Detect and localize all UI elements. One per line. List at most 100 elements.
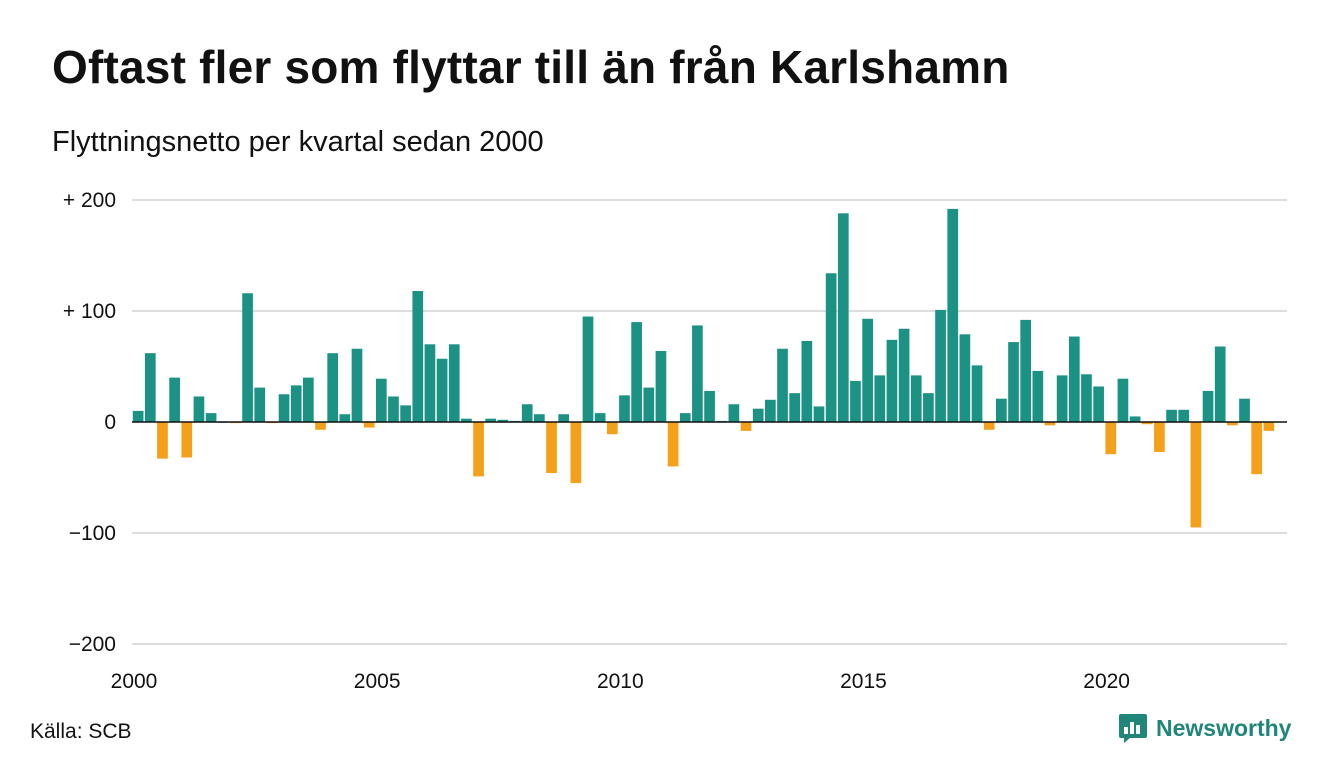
bar xyxy=(959,334,971,422)
bar xyxy=(570,422,582,484)
bar xyxy=(1117,378,1129,422)
bar xyxy=(132,410,144,422)
bar xyxy=(181,422,193,458)
bar xyxy=(789,393,801,422)
bar xyxy=(1093,386,1104,422)
bar xyxy=(1154,422,1165,452)
bars xyxy=(132,208,1275,528)
bar xyxy=(1129,416,1141,422)
bar xyxy=(1105,422,1117,455)
y-tick-label: + 100 xyxy=(63,300,116,323)
source-note: Källa: SCB xyxy=(30,720,132,743)
bar xyxy=(801,340,813,422)
bar xyxy=(1056,375,1068,422)
bar xyxy=(521,404,533,422)
bar xyxy=(1141,422,1153,425)
bar xyxy=(351,348,363,422)
bar xyxy=(388,396,399,422)
y-tick-label: 0 xyxy=(104,411,116,434)
bar xyxy=(619,395,630,422)
chart-title: Oftast fler som flyttar till än från Kar… xyxy=(52,41,1010,93)
bar xyxy=(461,418,472,422)
bar xyxy=(1239,398,1250,422)
bar xyxy=(874,375,886,422)
bar xyxy=(947,208,959,422)
bar xyxy=(424,344,436,422)
bar xyxy=(1178,409,1190,422)
y-tick-label: −100 xyxy=(69,522,116,545)
bar xyxy=(862,318,873,422)
bar xyxy=(1190,422,1202,528)
brand-logo: Newsworthy xyxy=(1118,712,1291,744)
bar xyxy=(728,404,740,422)
bar xyxy=(910,375,922,422)
bar xyxy=(643,387,655,422)
bar xyxy=(242,293,253,422)
bar xyxy=(1032,370,1044,422)
bar xyxy=(169,377,180,422)
bar xyxy=(1263,422,1275,431)
bar xyxy=(813,406,825,422)
bar xyxy=(837,213,849,422)
bar xyxy=(448,344,460,422)
x-tick-label: 2015 xyxy=(840,670,887,693)
bar xyxy=(1166,409,1177,422)
bar xyxy=(825,273,837,422)
bar xyxy=(1202,390,1214,422)
bar xyxy=(1081,374,1092,422)
bar xyxy=(752,408,764,422)
newsworthy-logo-icon xyxy=(1119,714,1147,743)
bar xyxy=(777,348,788,422)
bar xyxy=(1251,422,1263,475)
y-tick-label: −200 xyxy=(69,633,116,656)
bar xyxy=(1044,422,1056,426)
bar xyxy=(363,422,375,428)
bar xyxy=(850,380,861,422)
bar xyxy=(254,387,266,422)
bar xyxy=(497,419,509,422)
bar xyxy=(996,398,1007,422)
bar xyxy=(375,378,387,422)
bar xyxy=(740,422,752,431)
bar xyxy=(1068,336,1080,422)
bar xyxy=(436,358,448,422)
bar xyxy=(886,339,898,422)
bar xyxy=(144,353,156,422)
bar xyxy=(400,405,411,422)
bar xyxy=(983,422,995,430)
bar xyxy=(205,413,217,422)
bar xyxy=(582,316,594,422)
bar xyxy=(558,414,570,422)
bar xyxy=(765,399,776,422)
bar xyxy=(1008,342,1019,422)
chart-subtitle: Flyttningsnetto per kvartal sedan 2000 xyxy=(52,126,544,158)
bar xyxy=(534,414,545,422)
bar xyxy=(303,377,314,422)
bar xyxy=(546,422,557,474)
bar xyxy=(606,422,618,435)
bar xyxy=(679,413,691,422)
bar xyxy=(473,422,484,477)
x-axis-labels: 2000 2005 2010 2015 2020 xyxy=(111,670,1130,693)
bar xyxy=(594,413,606,422)
bar xyxy=(935,309,946,422)
x-tick-label: 2010 xyxy=(597,670,644,693)
bar xyxy=(339,414,351,422)
bar xyxy=(315,422,326,430)
gridlines xyxy=(132,199,1287,645)
x-tick-label: 2000 xyxy=(111,670,158,693)
bar xyxy=(290,385,302,422)
x-tick-label: 2020 xyxy=(1083,670,1130,693)
x-tick-label: 2005 xyxy=(354,670,401,693)
bar xyxy=(692,325,703,422)
y-tick-label: + 200 xyxy=(63,189,116,212)
bar xyxy=(898,328,910,422)
bar xyxy=(655,350,667,422)
bar xyxy=(631,322,642,422)
bar xyxy=(278,394,290,422)
brand-name: Newsworthy xyxy=(1156,714,1292,741)
bar xyxy=(485,418,497,422)
bar xyxy=(412,291,424,422)
bar xyxy=(327,353,339,422)
